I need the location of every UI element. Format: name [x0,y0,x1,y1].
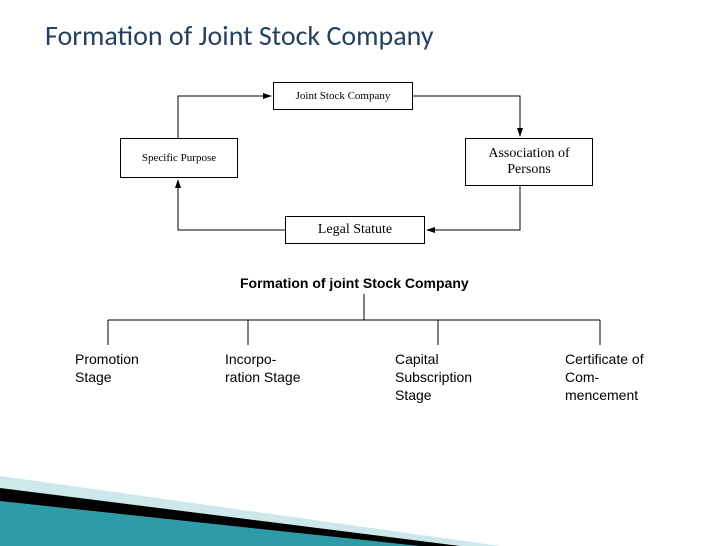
stage-label-2: Capital Subscription Stage [395,350,495,405]
cycle-box-bottom-label: Legal Statute [318,222,392,238]
cycle-box-top: Joint Stock Company [273,82,413,110]
cycle-box-top-label: Joint Stock Company [296,90,391,102]
cycle-box-right: Association of Persons [465,138,593,186]
cycle-box-right-label: Association of Persons [468,146,590,178]
stage-label-0: Promotion Stage [75,350,165,386]
cycle-box-left-label: Specific Purpose [142,152,216,164]
tree-title: Formation of joint Stock Company [240,275,469,291]
stage-label-1: Incorpo- ration Stage [225,350,305,386]
page-title: Formation of Joint Stock Company [45,18,434,53]
cycle-box-bottom: Legal Statute [285,216,425,244]
decorative-footer [0,426,728,546]
cycle-box-left: Specific Purpose [120,138,238,178]
stage-label-3: Certificate of Com- mencement [565,350,665,405]
